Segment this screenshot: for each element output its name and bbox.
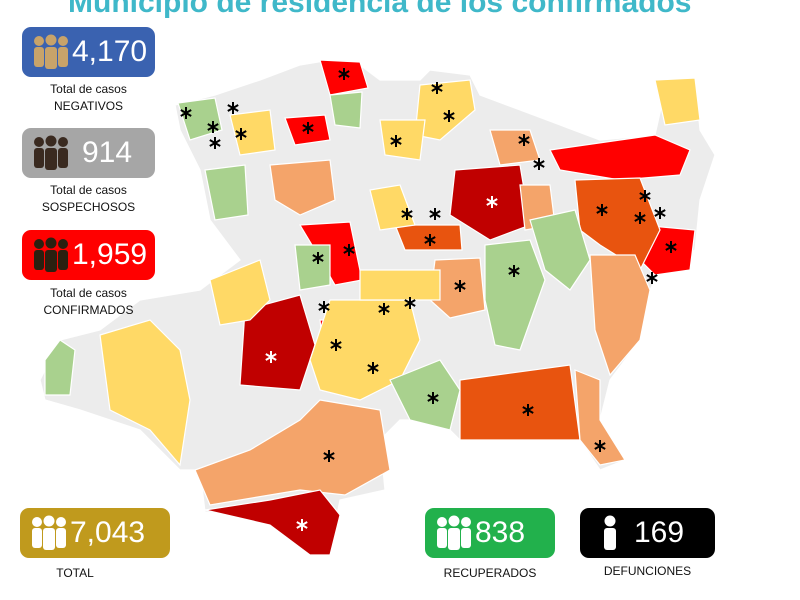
card-caption: DEFUNCIONES — [580, 563, 715, 580]
caption-line: Total de casos — [50, 286, 127, 300]
card-deaths: 169 — [580, 508, 715, 558]
card-caption: RECUPERADOS — [425, 565, 555, 582]
card-caption: Total de casos NEGATIVOS — [22, 81, 155, 115]
card-caption: TOTAL — [20, 565, 130, 582]
people-icon — [34, 135, 68, 170]
card-recovered: 838 — [425, 508, 555, 558]
caption-line: Total de casos — [50, 183, 127, 197]
people-icon — [437, 515, 471, 550]
card-caption: Total de casos SOSPECHOSOS — [22, 182, 155, 216]
person-icon — [604, 515, 616, 550]
card-value: 838 — [475, 516, 526, 549]
caption-line: Total de casos — [50, 82, 127, 96]
card-total: 7,043 — [20, 508, 170, 558]
card-value: 4,170 — [72, 35, 148, 68]
caption-line: RECUPERADOS — [443, 566, 537, 580]
card-value: 914 — [82, 136, 133, 169]
card-value: 169 — [634, 516, 685, 549]
people-icon — [34, 34, 68, 69]
caption-line: DEFUNCIONES — [603, 564, 692, 578]
card-value: 7,043 — [70, 516, 146, 549]
title: Municipio de residencia de los confirmad… — [68, 0, 692, 19]
card-confirmed: 1,959 — [22, 230, 155, 280]
card-value: 1,959 — [72, 238, 148, 271]
caption-line: SOSPECHOSOS — [41, 200, 136, 214]
people-icon — [34, 237, 68, 272]
card-negative: 4,170 — [22, 27, 155, 77]
caption-line: CONFIRMADOS — [43, 303, 134, 317]
caption-line: TOTAL — [56, 566, 94, 580]
caption-line: NEGATIVOS — [53, 99, 124, 113]
card-caption: Total de casos CONFIRMADOS — [22, 285, 155, 319]
card-suspected: 914 — [22, 128, 155, 178]
people-icon — [32, 515, 66, 550]
